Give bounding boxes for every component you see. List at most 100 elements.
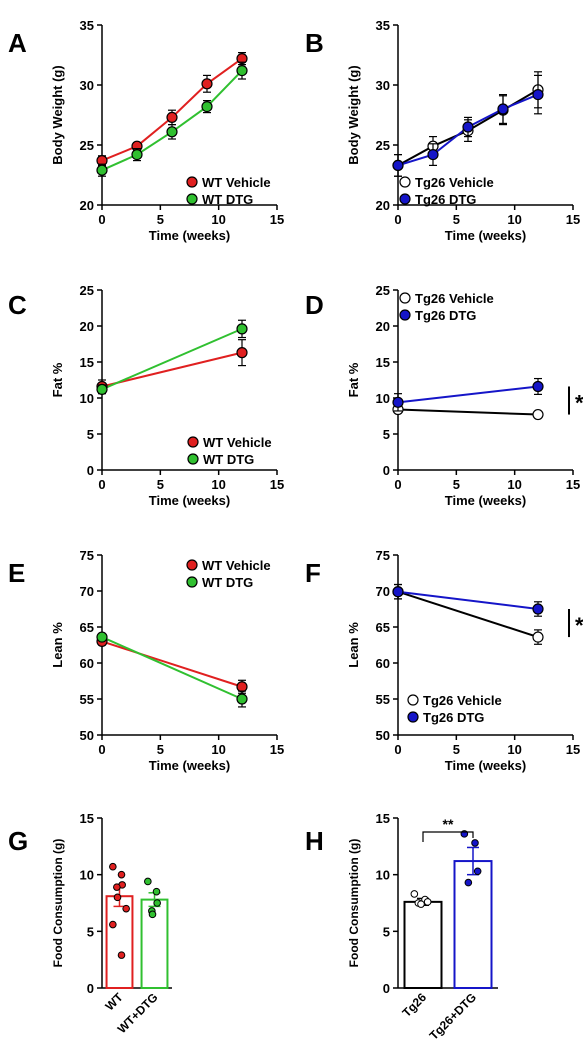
data-point [392,159,404,171]
y-axis-label: Food Consumption (g) [51,839,65,968]
y-axis-label: Body Weight (g) [50,65,65,164]
legend-label: WT DTG [202,575,253,590]
data-point [122,904,130,913]
x-tick-label: 10 [211,212,225,227]
data-point [532,408,544,421]
data-point [497,103,509,115]
data-point [96,631,108,643]
legend-label: Tg26 Vehicle [423,693,502,708]
x-category-label: Tg26+DTG [427,990,480,1043]
panel-e: E 50 55 60 65 70 75 Lean % 0 5 10 15 Time (weeks) WT … [8,548,284,773]
x-tick-label: 15 [270,742,284,757]
data-point [148,910,157,919]
y-tick-label: 55 [376,692,390,707]
x-tick-label: 5 [157,477,164,492]
panel-c: C 0 5 10 15 20 25 Fat % 0 5 10 15 Time (weeks) WT Veh… [8,283,284,508]
panel-letter: G [8,826,28,856]
y-axis-label: Fat % [50,362,65,397]
data-point [462,121,474,133]
x-tick-label: 0 [98,477,105,492]
y-axis-label: Lean % [346,622,361,668]
y-tick-label: 50 [376,728,390,743]
legend-marker [399,292,411,304]
y-axis-label: Food Consumption (g) [347,839,361,968]
x-tick-label: 5 [157,212,164,227]
legend-marker [186,576,198,588]
y-tick-label: 10 [376,391,390,406]
legend-marker [186,559,198,571]
y-axis-label: Lean % [50,622,65,668]
x-tick-label: 10 [507,477,521,492]
data-point [532,88,544,101]
panel-letter: D [305,290,324,320]
y-tick-label: 0 [383,981,390,996]
legend-marker [187,436,199,448]
y-tick-label: 0 [383,463,390,478]
x-tick-label: 0 [394,742,401,757]
data-point [471,839,479,847]
data-point [473,867,482,876]
significance-marker: ** [443,816,454,832]
y-tick-label: 55 [80,692,94,707]
series-line-0 [397,408,539,416]
y-tick-label: 0 [87,981,94,996]
x-tick-label: 0 [394,477,401,492]
y-tick-label: 15 [80,355,94,370]
x-tick-label: 5 [453,477,460,492]
data-point [153,899,161,907]
y-tick-label: 30 [376,78,390,93]
data-point [532,631,544,643]
legend-label: WT DTG [202,192,253,207]
x-tick-label: 15 [270,212,284,227]
y-tick-label: 25 [80,138,94,153]
series-line-1 [101,327,243,391]
x-axis-label: Time (weeks) [149,758,230,773]
x-tick-label: 5 [157,742,164,757]
legend-marker [186,176,198,188]
x-tick-label: 10 [211,477,225,492]
data-point [166,126,178,138]
data-point [427,149,439,161]
data-point [117,951,126,959]
data-point [236,681,248,693]
bar [403,900,443,989]
data-point [392,396,404,408]
legend-marker [187,453,199,465]
series-line-0 [101,351,243,388]
x-category-label: WT [103,990,127,1014]
x-tick-label: 0 [98,742,105,757]
x-tick-label: 10 [507,212,521,227]
data-point [144,877,152,886]
data-point [236,693,248,705]
data-point [236,347,248,359]
data-point [410,890,419,898]
x-category-label: Tg26 [399,990,429,1020]
panel-a: A 20 25 30 35 Body Weight (g) 0 5 10 15 Time (week… [8,18,284,243]
panel-letter: H [305,826,324,856]
y-tick-label: 70 [376,584,390,599]
y-axis-label: Fat % [346,362,361,397]
data-point [117,870,126,879]
series-line-0 [101,640,243,688]
y-tick-label: 75 [376,548,390,563]
data-point [109,862,117,871]
legend-marker [399,176,411,188]
y-tick-label: 50 [80,728,94,743]
panel-letter: E [8,558,25,588]
legend-label: WT DTG [203,452,254,467]
data-point [236,64,248,77]
data-point [392,586,404,598]
legend-label: Tg26 DTG [415,308,476,323]
data-point [96,164,108,176]
y-tick-label: 20 [376,198,390,213]
x-axis-label: Time (weeks) [445,228,526,243]
legend-marker [407,711,419,723]
legend-label: WT Vehicle [202,175,271,190]
y-tick-label: 5 [87,427,94,442]
y-tick-label: 25 [80,283,94,298]
series-line-1 [101,636,243,700]
significance-bracket [422,831,474,842]
y-tick-label: 75 [80,548,94,563]
panel-d: D 0 5 10 15 20 25 Fat % 0 5 10 15 Time (weeks) Tg26 V… [305,283,583,508]
